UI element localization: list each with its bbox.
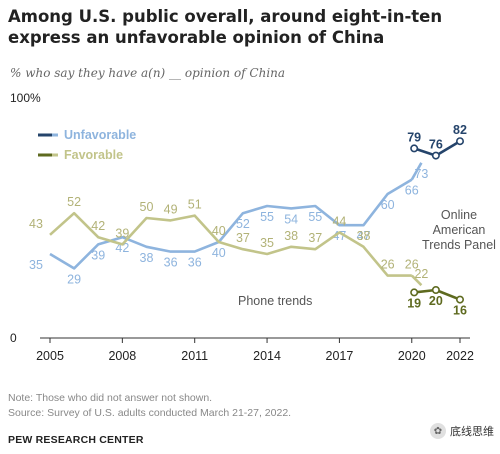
org-name: PEW RESEARCH CENTER bbox=[8, 434, 144, 446]
data-label-fav_phone: 52 bbox=[67, 195, 81, 209]
data-label-unfav_phone: 55 bbox=[260, 210, 274, 224]
data-label-fav_phone_2020: 22 bbox=[414, 267, 428, 281]
data-label-unfav_phone: 39 bbox=[91, 248, 105, 262]
x-tick-label: 2011 bbox=[181, 349, 208, 363]
data-point-fav_online bbox=[431, 285, 440, 294]
data-label-fav_phone: 42 bbox=[91, 219, 105, 233]
legend-label: Unfavorable bbox=[64, 128, 136, 142]
data-label-fav_phone: 49 bbox=[164, 202, 178, 216]
data-label-unfav_phone: 47 bbox=[332, 229, 346, 243]
data-label-unfav_online: 79 bbox=[407, 130, 421, 144]
annotation-phone-trends: Phone trends bbox=[238, 294, 312, 308]
y-axis-top-label: 100% bbox=[10, 91, 41, 105]
data-label-unfav_online: 76 bbox=[429, 138, 443, 152]
x-tick-label: 2020 bbox=[398, 349, 426, 363]
data-label-unfav_phone: 36 bbox=[188, 256, 202, 270]
data-label-unfav_phone: 29 bbox=[67, 272, 81, 286]
data-point-fav_online bbox=[410, 288, 419, 297]
data-point-unfav_online bbox=[455, 137, 464, 146]
series-line-unfav_phone_2020 bbox=[410, 162, 423, 181]
data-point-unfav_online bbox=[431, 151, 440, 160]
data-point-fav_online bbox=[455, 295, 464, 304]
footer-note: Note: Those who did not answer not shown… bbox=[8, 392, 213, 404]
annotation-online-panel: Online American Trends Panel bbox=[422, 208, 496, 252]
y-tick-label: 0 bbox=[10, 331, 17, 345]
chart-title: Among U.S. public overall, around eight-… bbox=[8, 7, 443, 47]
data-label-unfav_phone: 47 bbox=[357, 229, 371, 243]
x-tick-label: 2008 bbox=[108, 349, 136, 363]
data-label-unfav_phone: 55 bbox=[308, 210, 322, 224]
series-line-fav_phone_2020 bbox=[410, 274, 423, 287]
x-tick-label: 2014 bbox=[253, 349, 281, 363]
data-label-unfav_phone: 60 bbox=[381, 198, 395, 212]
data-label-fav_phone: 38 bbox=[284, 229, 298, 243]
data-label-fav_phone: 37 bbox=[308, 231, 322, 245]
x-tick-label: 2017 bbox=[326, 349, 354, 363]
data-label-fav_online: 16 bbox=[453, 304, 467, 318]
data-label-fav_phone: 39 bbox=[115, 226, 129, 240]
data-label-fav_phone: 40 bbox=[212, 224, 226, 238]
data-label-fav_phone: 26 bbox=[381, 258, 395, 272]
footer-source: Source: Survey of U.S. adults conducted … bbox=[8, 407, 292, 419]
data-label-unfav_online: 82 bbox=[453, 123, 467, 137]
data-label-fav_phone: 43 bbox=[29, 217, 43, 231]
x-tick-label: 2022 bbox=[446, 349, 474, 363]
data-label-fav_phone: 51 bbox=[188, 198, 202, 212]
data-label-fav_phone: 26 bbox=[405, 258, 419, 272]
legend-label: Favorable bbox=[64, 148, 123, 162]
data-label-fav_phone: 38 bbox=[357, 229, 371, 243]
data-label-unfav_phone: 35 bbox=[29, 258, 43, 272]
data-label-unfav_phone: 38 bbox=[140, 251, 154, 265]
data-label-unfav_phone: 52 bbox=[236, 217, 250, 231]
data-label-fav_phone: 35 bbox=[260, 236, 274, 250]
data-label-fav_online: 20 bbox=[429, 294, 443, 308]
series-line-fav_phone bbox=[49, 211, 412, 277]
x-tick-label: 2005 bbox=[36, 349, 64, 363]
data-point-unfav_online bbox=[410, 144, 419, 153]
watermark: ✿ 底线思维 bbox=[430, 423, 494, 439]
data-label-fav_phone: 50 bbox=[140, 200, 154, 214]
watermark-text: 底线思维 bbox=[450, 426, 494, 438]
data-label-fav_phone: 37 bbox=[236, 231, 250, 245]
chart-subtitle: % who say they have a(n) __ opinion of C… bbox=[10, 66, 286, 80]
wechat-logo-icon: ✿ bbox=[430, 423, 446, 439]
data-label-unfav_phone: 66 bbox=[405, 184, 419, 198]
data-label-unfav_phone_2020: 73 bbox=[414, 167, 428, 181]
data-label-fav_phone: 44 bbox=[332, 214, 346, 228]
data-label-unfav_phone: 54 bbox=[284, 212, 298, 226]
data-label-unfav_phone: 36 bbox=[164, 256, 178, 270]
data-label-fav_online: 19 bbox=[407, 296, 421, 310]
data-label-unfav_phone: 40 bbox=[212, 246, 226, 260]
